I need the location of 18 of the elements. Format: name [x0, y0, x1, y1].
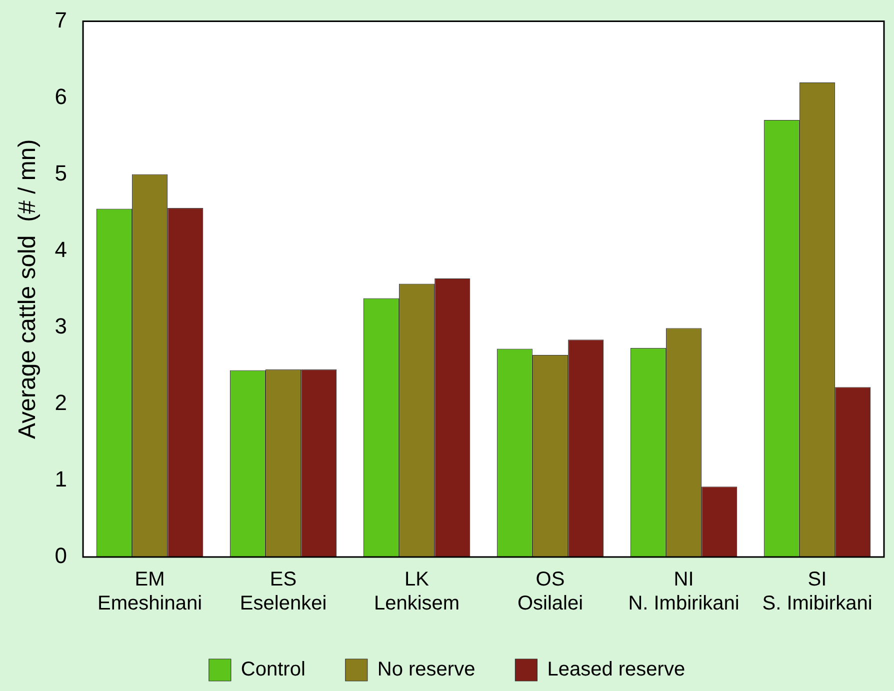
y-tick-label: 4: [54, 236, 68, 262]
x-tick-label: ES Eselenkei: [240, 568, 327, 615]
y-tick-label: 7: [54, 7, 68, 32]
y-tick-label: 2: [54, 390, 68, 415]
x-tick-label: NI N. Imbirikani: [628, 568, 740, 615]
x-tick-label: EM Emeshinani: [98, 568, 202, 615]
y-axis-title: Average cattle sold (# / mn): [14, 139, 42, 439]
x-tick-label: OS Osilalei: [517, 568, 584, 615]
y-tick-label: 5: [54, 160, 68, 186]
y-tick-label: 0: [54, 543, 68, 568]
legend-label: Control: [240, 658, 306, 681]
y-tick-label: 3: [54, 313, 68, 338]
y-tick-label: 6: [54, 84, 68, 109]
legend-label: No reserve: [377, 658, 476, 681]
x-tick-label: LK Lenkisem: [374, 568, 460, 615]
x-tick-label: SI S. Imibirkani: [762, 568, 872, 615]
y-tick-label: 1: [54, 466, 68, 492]
legend-label: Leased reserve: [547, 658, 686, 681]
